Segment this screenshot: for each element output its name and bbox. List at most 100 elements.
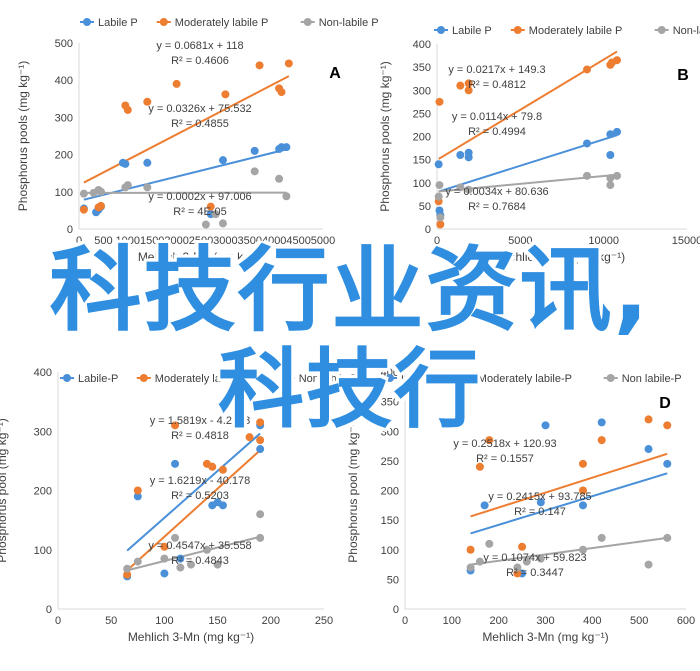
- data-point: [221, 90, 230, 99]
- y-tick-label: 200: [34, 486, 52, 498]
- data-point: [518, 542, 527, 551]
- data-point: [250, 146, 259, 155]
- x-axis-label: Mehlich 3-Mn (mg kg⁻¹): [128, 630, 254, 644]
- y-tick-label: 100: [34, 545, 52, 557]
- data-point: [218, 156, 227, 165]
- x-tick-label: 200: [489, 615, 507, 627]
- legend-swatch-marker: [513, 26, 522, 34]
- y-tick-label: 100: [381, 545, 399, 557]
- data-point: [171, 533, 180, 542]
- trendline-labile: [83, 148, 287, 201]
- data-point: [208, 462, 217, 471]
- data-point: [644, 445, 653, 454]
- r-squared-label: R² = 0.4994: [468, 126, 526, 138]
- legend-swatch-marker: [283, 374, 292, 382]
- legend-item: Moderately labile P: [156, 17, 269, 29]
- legend-label: Non-labile P: [673, 25, 700, 37]
- trendline-equation: y = 0.0217x + 149.3: [448, 64, 545, 76]
- data-point: [256, 445, 265, 454]
- y-tick-label: 350: [413, 62, 431, 74]
- legend-label: Labile-P: [78, 373, 118, 385]
- r-squared-label: R² = 4E-05: [173, 206, 227, 218]
- x-tick-label: 0: [76, 235, 82, 247]
- r-squared-label: R² = 0.4606: [171, 55, 229, 67]
- x-tick-label: 300: [536, 615, 554, 627]
- data-point: [464, 79, 473, 88]
- chart-panel-c: 0 100 200 300 400 0 50 100 150 200 250 Mehlich 3-Mn…: [0, 367, 358, 644]
- data-point: [541, 421, 550, 430]
- data-point: [176, 554, 185, 563]
- data-point: [218, 501, 227, 510]
- trendline-equation: y = 0.0034x + 80.636: [445, 186, 548, 198]
- x-tick-label: 100: [443, 615, 461, 627]
- data-point: [663, 533, 672, 542]
- trendline-equation: y = 1.5819x - 4.2568: [150, 415, 251, 427]
- legend-label: Labile P: [452, 25, 492, 37]
- y-tick-label: 200: [55, 150, 73, 162]
- trendline-equation: y = 0.2518x + 120.93: [453, 438, 556, 450]
- data-point: [466, 545, 475, 554]
- data-point: [284, 59, 293, 68]
- data-point: [133, 486, 142, 495]
- data-point: [613, 56, 621, 65]
- data-point: [536, 498, 545, 507]
- legend-item: Non labile-P: [603, 373, 682, 385]
- data-point: [277, 88, 286, 97]
- y-tick-label: 250: [413, 108, 431, 120]
- data-point: [123, 564, 132, 573]
- data-point: [606, 181, 615, 190]
- y-axis-label: Phosphorus pool (mg kg⁻¹): [0, 418, 9, 562]
- y-tick-label: 300: [381, 426, 399, 438]
- y-tick-label: 400: [413, 39, 431, 51]
- data-point: [606, 130, 615, 139]
- legend-swatch-marker: [657, 26, 666, 34]
- legend-item: Labile P: [434, 25, 492, 37]
- data-point: [513, 563, 522, 572]
- data-point: [434, 160, 443, 169]
- y-axis-label: Phosphorus pools (mg kg⁻¹): [16, 61, 30, 211]
- data-point: [256, 418, 265, 427]
- data-point: [256, 533, 265, 542]
- x-axis-label: Mehlich 3-Mn (mg kg⁻¹): [482, 630, 608, 644]
- x-tick-label: 50: [105, 615, 117, 627]
- data-point: [121, 159, 130, 168]
- legend-swatch-marker: [462, 374, 471, 382]
- data-point: [597, 436, 606, 445]
- legend-label: Moderately labile-P: [478, 373, 572, 385]
- data-point: [606, 151, 615, 159]
- x-tick-label: 600: [677, 615, 695, 627]
- y-tick-label: 50: [387, 574, 399, 586]
- panel-letter: D: [659, 395, 671, 412]
- data-point: [436, 213, 445, 222]
- y-tick-label: 0: [425, 224, 431, 236]
- legend-item: Labile-P: [60, 373, 118, 385]
- data-point: [282, 143, 291, 152]
- data-point: [160, 569, 169, 578]
- x-tick-label: 10000: [588, 235, 619, 247]
- y-tick-label: 0: [67, 224, 73, 236]
- data-point: [143, 158, 152, 167]
- legend-label: Labile-P: [401, 373, 441, 385]
- trendline-equation: y = 0.4547x + 35.558: [148, 540, 251, 552]
- trendline-non-labile: [126, 535, 261, 572]
- legend-label: Moderately labile P: [175, 17, 269, 29]
- legend-label: Non-labile P: [319, 17, 379, 29]
- legend-swatch-marker: [386, 374, 394, 382]
- r-squared-label: R² = 0.4812: [468, 79, 526, 91]
- x-tick-label: 400: [583, 615, 601, 627]
- data-point: [597, 533, 606, 542]
- data-point: [475, 557, 484, 566]
- data-point: [485, 539, 494, 548]
- data-point: [133, 492, 142, 501]
- y-tick-label: 350: [381, 397, 399, 409]
- x-tick-label: 0: [434, 235, 440, 247]
- legend-label: Labile P: [98, 17, 138, 29]
- y-tick-label: 250: [381, 456, 399, 468]
- x-tick-label: 500: [630, 615, 648, 627]
- legend-swatch-marker: [437, 26, 445, 34]
- data-point: [434, 192, 443, 201]
- data-point: [485, 436, 494, 445]
- legend-item: Labile P: [80, 17, 138, 29]
